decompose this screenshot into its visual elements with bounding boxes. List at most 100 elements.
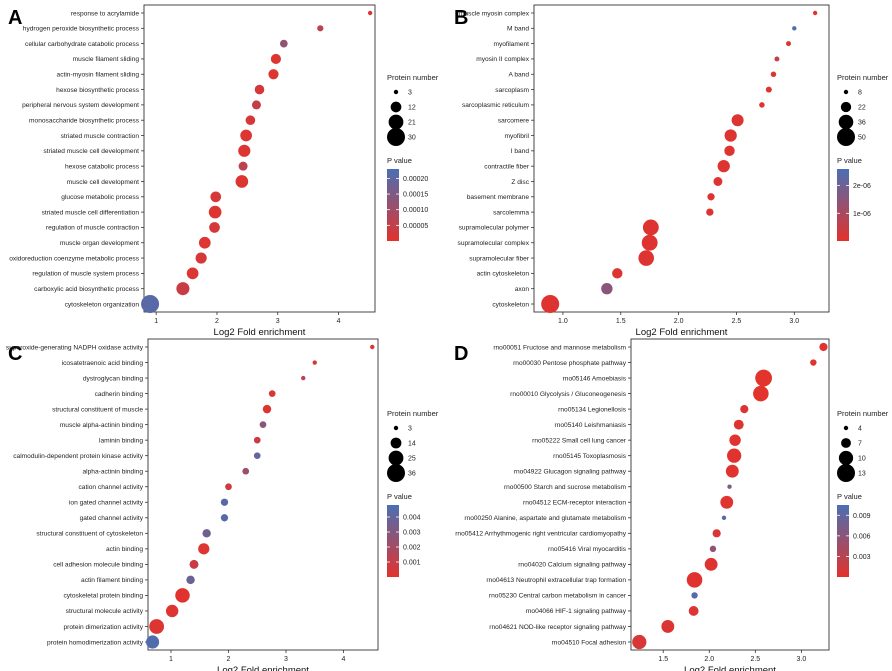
size-legend-label: 22 xyxy=(858,105,866,112)
x-tick-label: 4 xyxy=(337,318,341,325)
term-dot xyxy=(765,86,772,93)
term-dot xyxy=(225,483,232,491)
term-dot xyxy=(753,385,769,402)
x-tick-label: 2 xyxy=(215,318,219,325)
term-label: structural constituent of cytoskeleton xyxy=(36,531,143,538)
x-tick-label: 1.0 xyxy=(558,318,568,325)
term-label: myofibril xyxy=(504,133,529,140)
term-dot xyxy=(209,222,220,233)
term-label: regulation of muscle contraction xyxy=(46,225,139,232)
term-dot xyxy=(238,161,248,171)
term-label: muscle filament sliding xyxy=(73,56,140,63)
color-legend-bar xyxy=(387,505,399,577)
term-label: rno04066 HIF-1 signaling pathway xyxy=(526,608,627,615)
term-dot xyxy=(755,369,773,387)
term-dot xyxy=(707,193,715,201)
size-legend-title: Protein number xyxy=(387,73,439,82)
term-dot xyxy=(688,606,699,616)
term-dot xyxy=(720,495,734,509)
term-dot xyxy=(141,295,160,313)
x-tick-label: 3.0 xyxy=(797,656,807,663)
x-tick-label: 2.0 xyxy=(674,318,684,325)
size-legend-dot xyxy=(390,437,402,449)
color-legend-title: P value xyxy=(387,156,412,165)
term-dot xyxy=(186,267,199,280)
color-legend-label: 0.003 xyxy=(403,530,421,537)
size-legend-dot xyxy=(390,101,402,113)
color-legend-title: P value xyxy=(387,492,412,501)
size-legend-label: 36 xyxy=(408,471,416,478)
term-label: contractile fiber xyxy=(484,163,530,170)
size-legend-label: 25 xyxy=(408,456,416,463)
term-label: response to acrylamide xyxy=(71,10,140,17)
x-tick-label: 1.5 xyxy=(616,318,626,325)
term-dot xyxy=(198,236,211,249)
term-label: rno00500 Starch and sucrose metabolism xyxy=(504,484,627,491)
size-legend-label: 7 xyxy=(858,441,862,448)
term-dot xyxy=(176,282,190,296)
color-legend-label: 0.00015 xyxy=(403,192,428,199)
term-dot xyxy=(370,344,375,350)
x-axis-label: Log2 Fold enrichment xyxy=(636,327,728,338)
term-label: rno05146 Amoebiasis xyxy=(563,375,627,382)
size-legend-dot xyxy=(841,438,851,448)
term-label: muscle myosin complex xyxy=(459,10,530,17)
x-tick-label: 3 xyxy=(276,318,280,325)
term-dot xyxy=(641,234,658,251)
color-legend-label: 0.009 xyxy=(853,513,871,520)
term-dot xyxy=(686,572,703,588)
term-label: rno04510 Focal adhesion xyxy=(552,639,627,646)
term-label: cadherin binding xyxy=(95,391,144,398)
term-dot xyxy=(706,208,714,216)
term-label: sarcoplasmic reticulum xyxy=(462,102,530,109)
term-dot xyxy=(721,515,727,520)
term-dot xyxy=(220,498,229,506)
term-dot xyxy=(731,114,744,127)
term-label: cytoskeleton organization xyxy=(65,301,140,308)
color-legend-bar xyxy=(837,169,849,241)
term-label: muscle alpha-actinin binding xyxy=(60,422,144,429)
panel-letter: D xyxy=(454,343,468,365)
term-label: striated muscle cell development xyxy=(43,148,139,155)
color-legend-label: 0.003 xyxy=(853,554,871,561)
x-tick-label: 3 xyxy=(284,656,288,663)
term-label: supramolecular complex xyxy=(458,240,530,247)
x-tick-label: 1.5 xyxy=(658,656,668,663)
term-dot xyxy=(259,421,267,428)
term-dot xyxy=(210,191,222,203)
term-label: monosaccharide biosynthetic process xyxy=(29,118,140,125)
term-label: ion gated channel activity xyxy=(69,500,144,507)
term-dot xyxy=(792,26,797,31)
term-dot xyxy=(727,484,732,489)
term-dot xyxy=(819,342,828,352)
term-dot xyxy=(312,360,317,365)
size-legend-label: 10 xyxy=(858,456,866,463)
term-label: actin filament binding xyxy=(81,577,143,584)
term-dot xyxy=(198,543,210,555)
color-legend-label: 1e-06 xyxy=(853,211,871,218)
term-label: dystroglycan binding xyxy=(83,375,143,382)
size-legend-label: 50 xyxy=(858,135,866,142)
color-legend-title: P value xyxy=(837,156,862,165)
term-dot xyxy=(724,129,737,142)
term-label: A band xyxy=(508,72,529,79)
term-label: myofilament xyxy=(493,41,529,48)
term-label: sarcomere xyxy=(498,118,529,125)
term-dot xyxy=(175,588,190,603)
x-axis-label: Log2 Fold enrichment xyxy=(684,665,776,671)
size-legend-dot xyxy=(387,128,405,146)
term-label: gated channel activity xyxy=(80,515,144,522)
size-legend-dot xyxy=(837,464,855,482)
term-dot xyxy=(165,604,179,618)
size-legend-title: Protein number xyxy=(837,409,889,418)
x-tick-label: 1 xyxy=(169,656,173,663)
color-legend-label: 0.001 xyxy=(403,560,421,567)
color-legend-title: P value xyxy=(837,492,862,501)
term-dot xyxy=(704,557,718,571)
plot-frame xyxy=(147,338,379,651)
term-label: glucose metabolic process xyxy=(61,194,139,201)
term-dot xyxy=(812,10,818,16)
size-legend-label: 30 xyxy=(408,135,416,142)
term-label: cytoskeletal protein binding xyxy=(63,593,143,600)
